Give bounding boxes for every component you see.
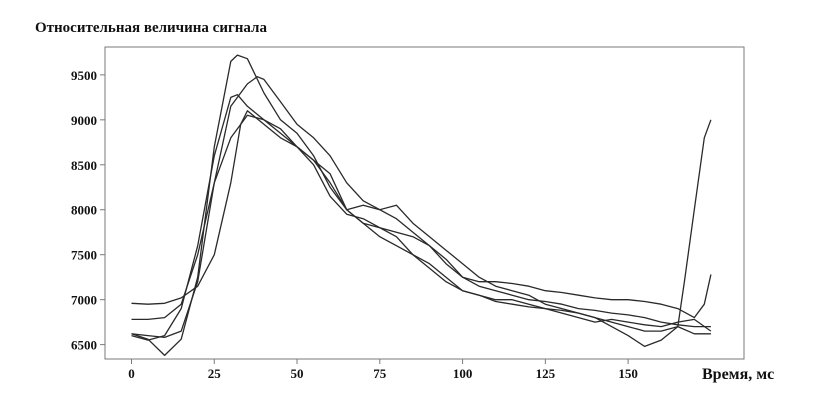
- series-line-2: [131, 76, 711, 348]
- y-tick-label: 7000: [71, 293, 97, 308]
- x-axis-title: Время, мс: [702, 366, 775, 383]
- series-line-5: [131, 94, 712, 341]
- series-line-3: [131, 110, 712, 332]
- series-lines: [131, 54, 712, 357]
- x-tick-label: 100: [453, 366, 473, 381]
- series-line-4: [131, 114, 712, 321]
- y-tick-label: 8000: [71, 203, 97, 218]
- x-axis: 0 25 50 75 100 125 150: [128, 359, 638, 381]
- x-tick-label: 75: [373, 366, 387, 381]
- x-tick-label: 0: [128, 366, 135, 381]
- x-tick-label: 150: [618, 366, 638, 381]
- y-tick-label: 7500: [71, 248, 97, 263]
- chart-title: Относительная величина сигнала: [35, 20, 267, 36]
- y-tick-label: 6500: [71, 338, 97, 353]
- x-tick-label: 25: [208, 366, 222, 381]
- y-tick-label: 9500: [71, 68, 97, 83]
- y-tick-label: 9000: [71, 113, 97, 128]
- plot-frame: [104, 46, 745, 360]
- x-tick-label: 125: [536, 366, 556, 381]
- y-tick-label: 8500: [71, 158, 97, 173]
- series-line-1: [131, 54, 711, 357]
- x-tick-label: 50: [291, 366, 304, 381]
- y-axis: 6500 7000 7500 8000 8500 9000 9500: [71, 68, 105, 353]
